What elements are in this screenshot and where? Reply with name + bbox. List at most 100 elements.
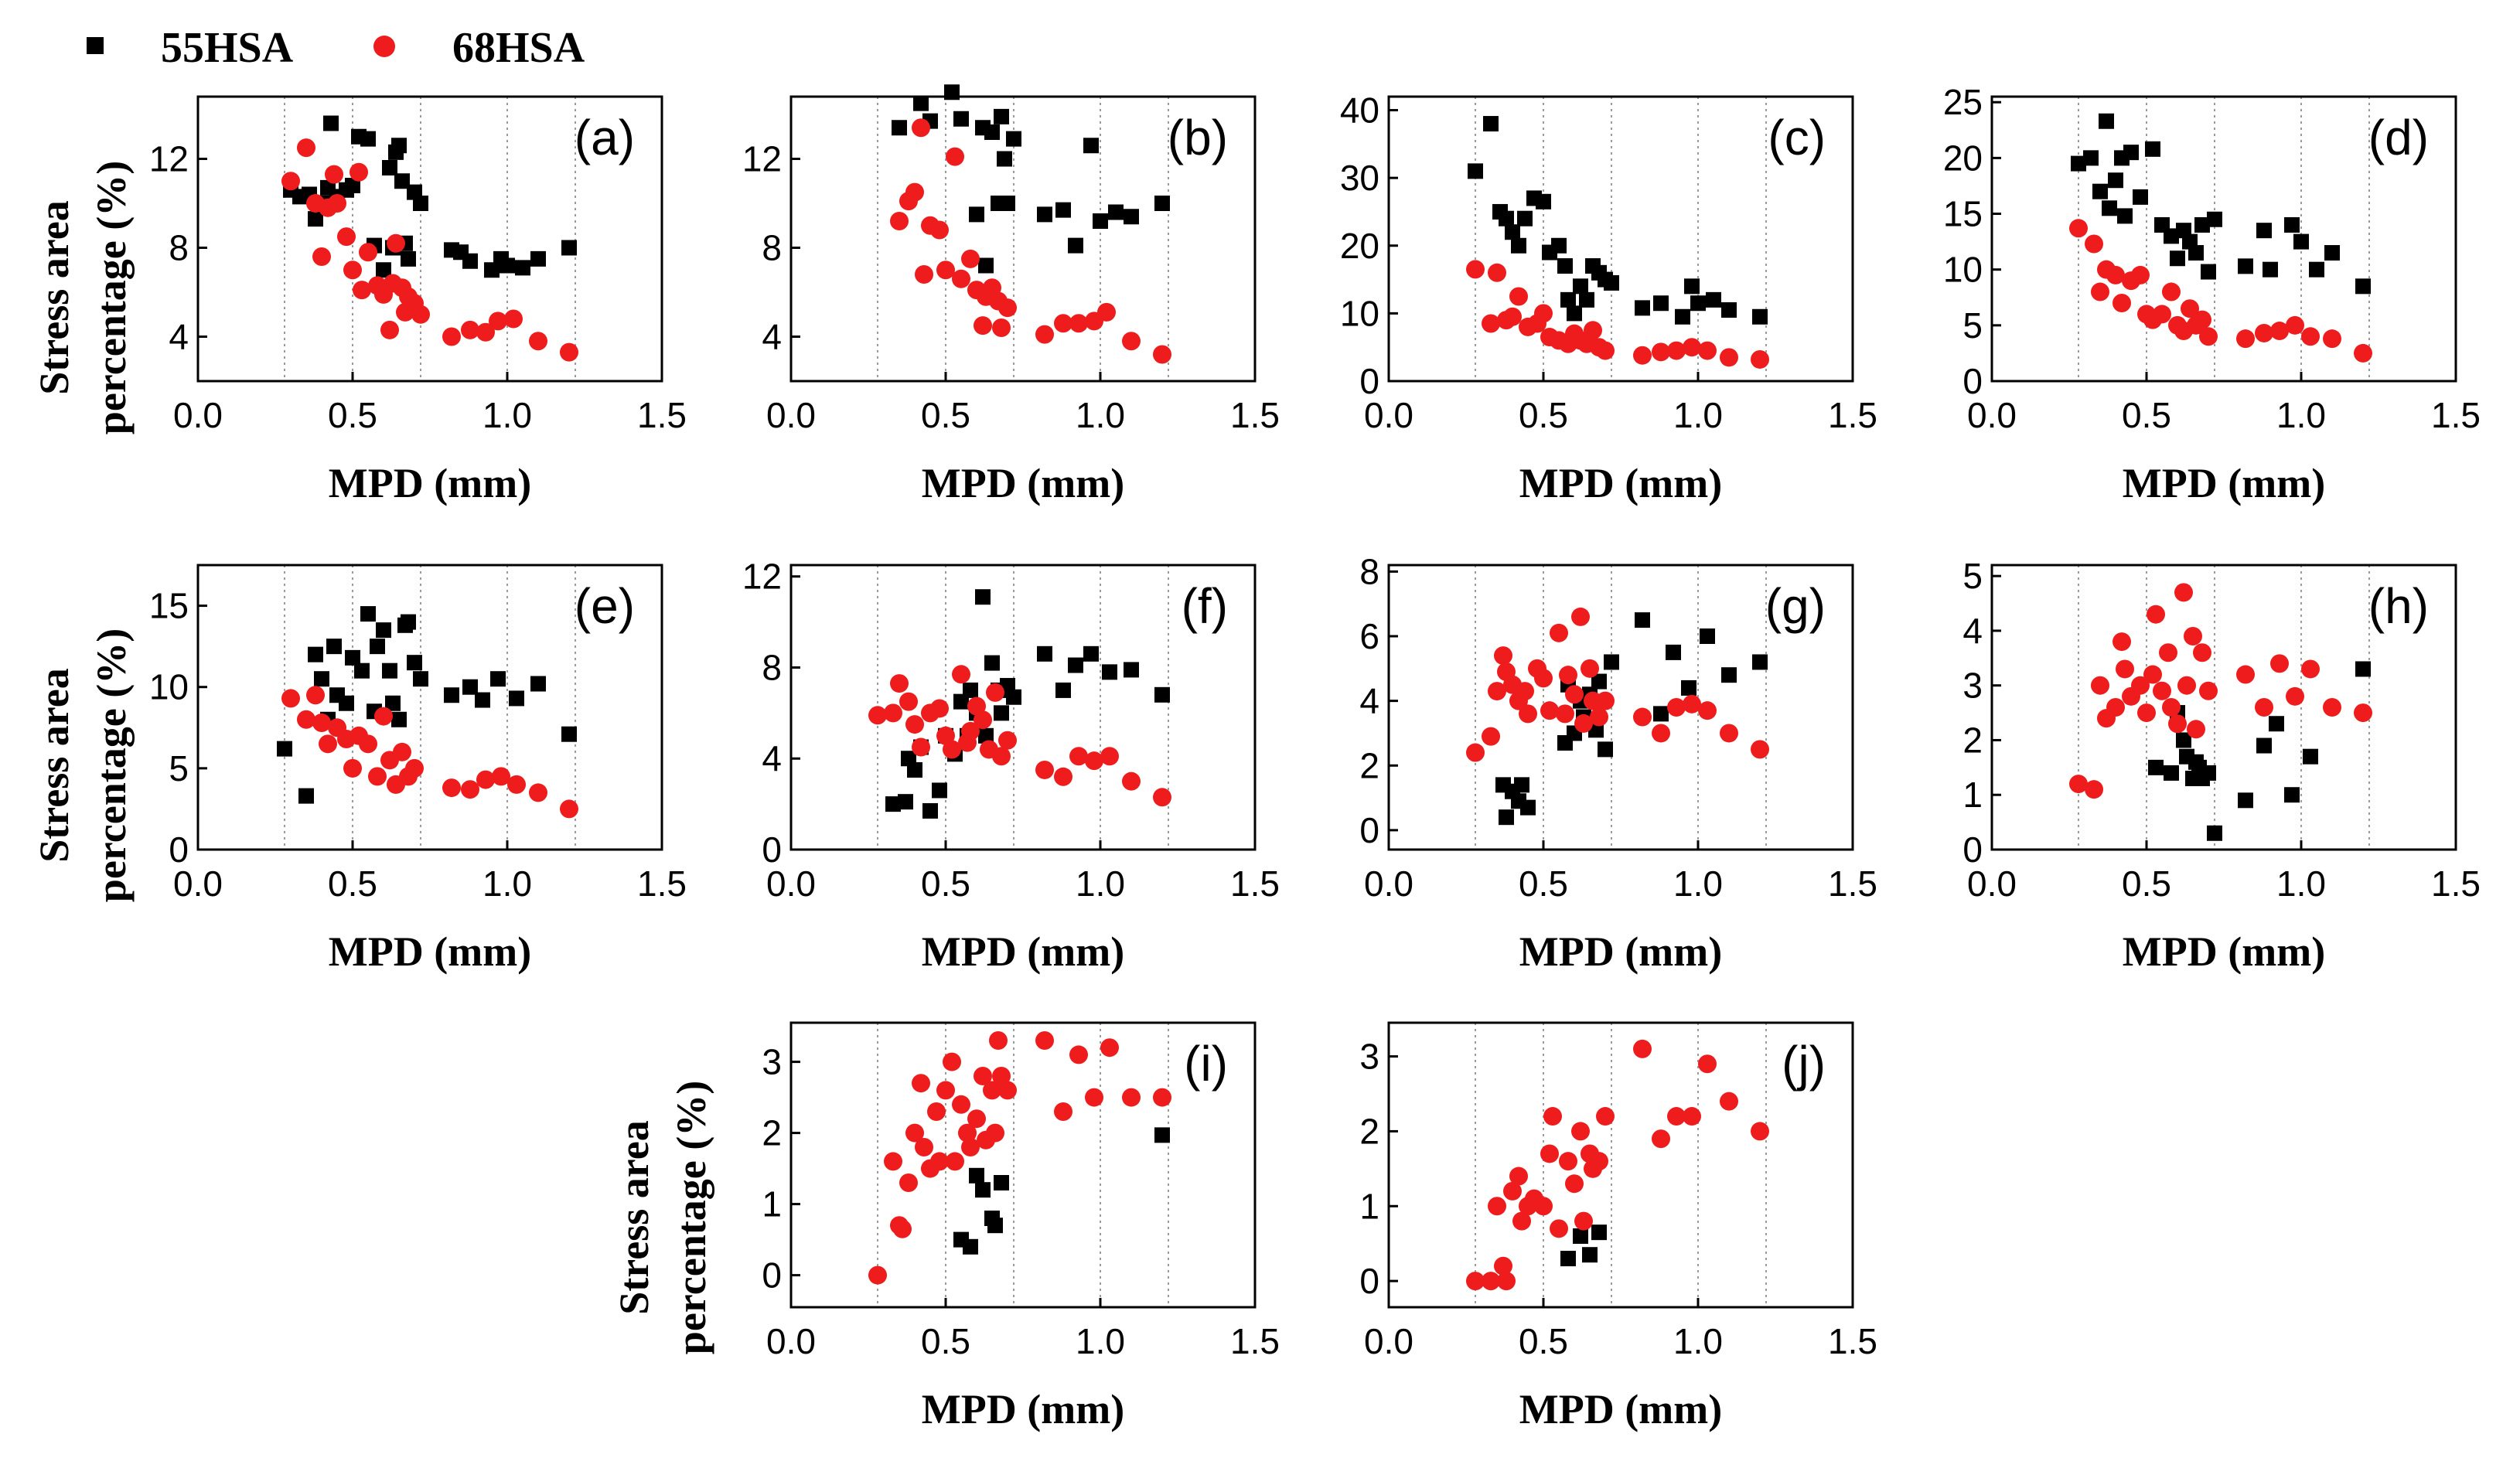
x-tick-label: 0.0 xyxy=(1364,1321,1413,1361)
point-68hsa xyxy=(915,265,933,284)
point-55hsa xyxy=(1573,1228,1588,1244)
panel-label: (g) xyxy=(1765,578,1826,634)
point-55hsa xyxy=(1124,662,1139,678)
point-55hsa xyxy=(1684,278,1700,295)
point-68hsa xyxy=(986,683,1004,702)
x-tick-label: 0.0 xyxy=(766,395,816,435)
point-55hsa xyxy=(1517,210,1533,227)
point-68hsa xyxy=(1596,341,1615,360)
point-55hsa xyxy=(462,253,478,269)
point-68hsa xyxy=(1069,1045,1088,1064)
panel-label: (d) xyxy=(2368,110,2429,165)
point-68hsa xyxy=(943,740,961,759)
point-68hsa xyxy=(319,734,337,754)
point-55hsa xyxy=(308,646,323,662)
point-55hsa xyxy=(1560,1251,1576,1267)
chart-panel-a: 0.0 0.5 1.0 1.5 4 8 12 (a) MPD (mm) xyxy=(149,95,687,506)
point-68hsa xyxy=(2091,676,2109,695)
panel-label: (f) xyxy=(1182,578,1228,634)
point-55hsa xyxy=(2201,264,2216,280)
point-68hsa xyxy=(529,332,547,351)
point-55hsa xyxy=(391,711,407,727)
x-tick-label: 1.0 xyxy=(2276,395,2326,435)
point-68hsa xyxy=(350,162,368,182)
x-tick-label: 0.0 xyxy=(1967,863,2017,904)
point-68hsa xyxy=(1683,338,1701,357)
point-55hsa xyxy=(1055,202,1071,218)
point-55hsa xyxy=(2123,145,2139,161)
point-55hsa xyxy=(391,138,407,154)
point-55hsa xyxy=(354,662,370,679)
chart-panel-f: 0.0 0.5 1.0 1.5 0 4 8 12 (f) MPD (mm) xyxy=(742,557,1280,975)
point-68hsa xyxy=(529,783,547,802)
x-tick-label: 0.5 xyxy=(921,395,970,435)
point-55hsa xyxy=(2207,825,2222,841)
y-tick-label: 40 xyxy=(1340,90,1379,131)
point-55hsa xyxy=(394,173,410,189)
point-68hsa xyxy=(992,1067,1011,1085)
y-tick-label: 2 xyxy=(762,1113,782,1153)
point-68hsa xyxy=(2181,299,2199,318)
point-68hsa xyxy=(946,147,964,166)
panel-label: (b) xyxy=(1168,110,1228,165)
point-68hsa xyxy=(489,312,507,331)
point-68hsa xyxy=(387,233,405,253)
point-68hsa xyxy=(2187,720,2205,739)
point-68hsa xyxy=(325,165,343,184)
point-55hsa xyxy=(515,260,530,276)
x-tick-label: 0.0 xyxy=(173,863,223,904)
y-tick-label: 2 xyxy=(1359,1111,1379,1151)
point-68hsa xyxy=(992,318,1011,337)
point-55hsa xyxy=(2170,250,2185,267)
point-68hsa xyxy=(2168,714,2187,734)
point-55hsa xyxy=(1124,209,1139,225)
point-68hsa xyxy=(1720,348,1738,367)
point-68hsa xyxy=(2137,703,2156,723)
x-tick-label: 0.5 xyxy=(328,395,377,435)
point-68hsa xyxy=(927,1102,946,1121)
point-68hsa xyxy=(1482,727,1500,746)
plot-frame xyxy=(1387,564,1854,851)
point-68hsa xyxy=(492,767,510,786)
point-68hsa xyxy=(560,342,578,362)
point-55hsa xyxy=(2293,233,2309,250)
point-68hsa xyxy=(930,220,949,240)
y-tick-label: 12 xyxy=(742,557,782,597)
point-68hsa xyxy=(2354,703,2372,723)
point-68hsa xyxy=(2193,310,2211,329)
point-55hsa xyxy=(376,262,391,278)
point-68hsa xyxy=(1512,1211,1531,1231)
point-68hsa xyxy=(899,1173,918,1192)
point-55hsa xyxy=(2324,245,2340,261)
point-68hsa xyxy=(1466,743,1485,762)
point-55hsa xyxy=(2256,223,2272,239)
point-68hsa xyxy=(2106,698,2125,717)
x-axis-title: MPD (mm) xyxy=(329,460,531,506)
point-55hsa xyxy=(978,257,994,274)
point-68hsa xyxy=(1466,260,1485,279)
point-68hsa xyxy=(974,710,992,730)
point-68hsa xyxy=(2323,698,2341,717)
x-axis-title: MPD (mm) xyxy=(1519,460,1722,506)
point-68hsa xyxy=(2131,676,2150,695)
point-68hsa xyxy=(1667,698,1686,717)
point-68hsa xyxy=(1720,724,1738,743)
y-tick-label: 1 xyxy=(762,1184,782,1224)
point-55hsa xyxy=(963,682,978,698)
point-55hsa xyxy=(1579,291,1594,308)
point-55hsa xyxy=(913,95,929,111)
point-68hsa xyxy=(943,1052,961,1071)
point-68hsa xyxy=(868,1265,887,1285)
point-68hsa xyxy=(2236,329,2255,349)
point-68hsa xyxy=(1100,747,1119,766)
point-68hsa xyxy=(893,1219,912,1238)
point-55hsa xyxy=(2194,216,2210,233)
point-55hsa xyxy=(975,1182,991,1198)
point-68hsa xyxy=(989,1031,1008,1050)
point-68hsa xyxy=(946,1152,964,1171)
point-68hsa xyxy=(1153,345,1171,364)
plot-frame xyxy=(1990,95,2457,383)
x-tick-label: 0.0 xyxy=(766,863,816,904)
y-tick-label: 30 xyxy=(1340,158,1379,198)
point-55hsa xyxy=(2164,228,2179,244)
